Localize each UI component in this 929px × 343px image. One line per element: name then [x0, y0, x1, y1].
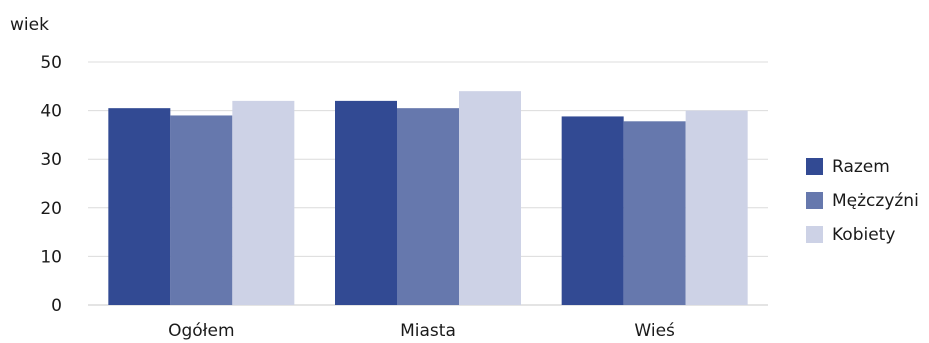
bar-Razem-Ogółem: [108, 108, 171, 305]
bar-Razem-Wieś: [561, 116, 624, 305]
legend-swatch: [806, 158, 823, 175]
y-tick-label: 50: [40, 53, 62, 73]
legend-swatch: [806, 192, 823, 209]
bar-Kobiety-Wieś: [685, 110, 748, 305]
bar-Kobiety-Ogółem: [232, 100, 295, 305]
legend: Razem Mężczyźni Kobiety: [806, 157, 919, 245]
y-tick-label: 0: [51, 296, 62, 316]
y-tick-label: 20: [40, 199, 62, 219]
bar-Mężczyźni-Wieś: [623, 121, 686, 306]
x-tick-label: Wieś: [634, 321, 675, 341]
x-axis-ticks: Ogółem Miasta Wieś: [168, 321, 675, 341]
y-axis-label: wiek: [10, 15, 49, 35]
bar-Mężczyźni-Miasta: [397, 108, 459, 305]
bar-Mężczyźni-Ogółem: [170, 115, 233, 306]
y-tick-label: 40: [40, 102, 62, 122]
legend-label: Razem: [832, 157, 890, 177]
x-tick-label: Ogółem: [168, 321, 234, 341]
bar-Kobiety-Miasta: [459, 91, 521, 305]
bars: [108, 91, 748, 306]
legend-label: Kobiety: [832, 225, 895, 245]
y-axis-ticks: 0 10 20 30 40 50: [40, 53, 62, 316]
y-tick-label: 10: [40, 247, 62, 267]
bar-Razem-Miasta: [335, 100, 397, 305]
legend-label: Mężczyźni: [832, 191, 919, 211]
legend-swatch: [806, 226, 823, 243]
y-tick-label: 30: [40, 150, 62, 170]
x-tick-label: Miasta: [400, 321, 456, 341]
